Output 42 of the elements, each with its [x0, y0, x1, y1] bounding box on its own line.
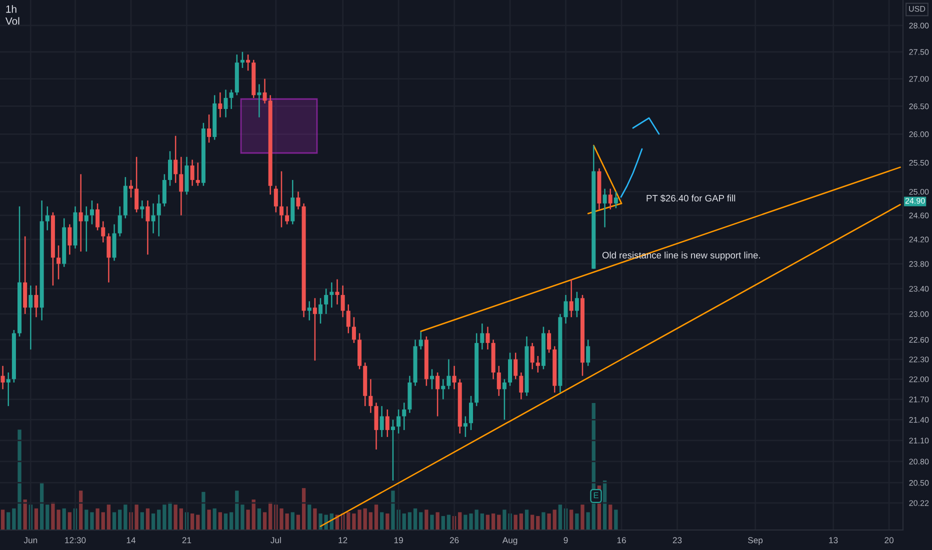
- y-tick-label: 27.50: [909, 49, 929, 55]
- x-tick-label: Jul: [270, 536, 281, 544]
- x-tick-label: Aug: [502, 537, 518, 545]
- y-tick-label: 22.00: [909, 376, 929, 382]
- y-axis-title: USD: [909, 6, 926, 12]
- y-tick-label: 25.00: [909, 188, 929, 195]
- y-tick-label: 20.22: [909, 500, 929, 506]
- x-tick-label: 26: [450, 537, 459, 544]
- x-tick-label: 9: [564, 537, 568, 544]
- x-tick-label: 12:30: [65, 537, 86, 544]
- x-tick-label: 16: [617, 537, 626, 544]
- y-tick-label: 23.80: [909, 261, 929, 267]
- y-tick-label: 26.00: [909, 131, 929, 138]
- y-tick-label: 24.20: [909, 236, 929, 242]
- chart-title: Vol: [5, 17, 20, 25]
- annotation: E: [594, 492, 598, 498]
- y-tick-label: 23.40: [909, 286, 929, 292]
- y-tick-label: 26.50: [909, 103, 929, 110]
- y-tick-label: 21.10: [909, 438, 929, 444]
- y-tick-label: 25.50: [909, 160, 929, 166]
- y-tick-label: 20.50: [909, 480, 929, 486]
- y-tick-label: 24.60: [909, 212, 929, 218]
- y-tick-label: 23.00: [909, 311, 929, 317]
- x-tick-label: 14: [126, 537, 136, 544]
- y-tick-label: 21.70: [909, 396, 929, 402]
- y-tick-label: 21.40: [909, 417, 929, 423]
- x-tick-label: Sep: [748, 537, 763, 545]
- y-tick-label: 22.30: [909, 356, 929, 362]
- x-tick-label: 13: [829, 537, 838, 544]
- x-tick-label: 12: [338, 537, 348, 544]
- y-tick-label: 27.00: [909, 76, 929, 82]
- y-tick-label: 22.60: [909, 336, 929, 343]
- x-tick-label: 19: [394, 537, 403, 544]
- y-tick-label: 20.80: [909, 458, 929, 464]
- x-tick-label: 23: [672, 537, 682, 544]
- x-tick-label: 21: [182, 537, 192, 544]
- x-tick-label: 20: [884, 537, 894, 544]
- chart-title: 1h: [6, 5, 16, 13]
- text: 24.90: [905, 198, 925, 204]
- annotation: PT $26.40 for GAP fill: [646, 194, 736, 202]
- x-tick-label: Jun: [24, 537, 38, 544]
- y-tick-label: 28.00: [909, 22, 929, 28]
